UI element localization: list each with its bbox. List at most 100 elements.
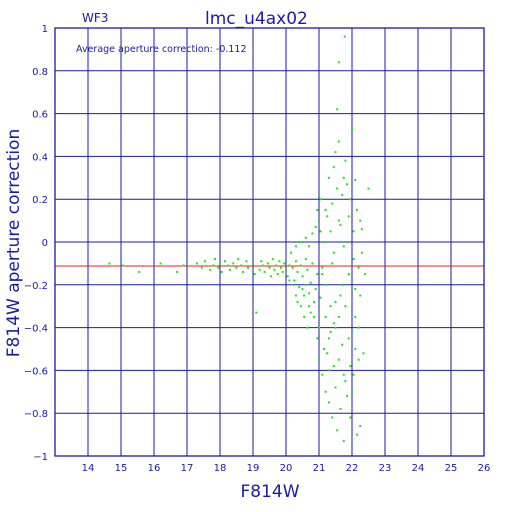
data-point — [321, 273, 324, 276]
data-point — [331, 202, 334, 205]
data-point — [281, 270, 284, 273]
x-tick-label: 19 — [247, 463, 260, 474]
data-point — [334, 386, 337, 389]
data-point — [280, 266, 283, 269]
data-point — [357, 358, 360, 361]
data-point — [329, 330, 332, 333]
y-tick-label: 0.2 — [32, 195, 48, 206]
data-point — [253, 273, 256, 276]
data-point — [319, 198, 322, 201]
data-point — [360, 251, 363, 254]
data-point — [227, 264, 230, 267]
data-point — [273, 268, 276, 271]
data-point — [347, 215, 350, 218]
x-tick-label: 23 — [379, 463, 392, 474]
data-point — [121, 264, 124, 267]
data-point — [341, 343, 344, 346]
data-point — [332, 251, 335, 254]
data-point — [298, 285, 301, 288]
data-point — [360, 228, 363, 231]
data-point — [240, 264, 243, 267]
data-point — [352, 230, 355, 233]
data-point — [309, 311, 312, 314]
data-point — [321, 373, 324, 376]
data-point — [308, 305, 311, 308]
data-point — [159, 262, 162, 265]
data-point — [329, 230, 332, 233]
x-tick-label: 15 — [115, 463, 128, 474]
data-point — [336, 108, 339, 111]
data-point — [235, 266, 238, 269]
data-point — [341, 283, 344, 286]
data-point — [318, 358, 320, 361]
y-tick-label: 0.8 — [32, 67, 48, 78]
data-point — [200, 266, 203, 269]
data-point — [228, 268, 231, 271]
x-axis-label: F814W — [240, 482, 299, 502]
average-annotation: Average aperture correction: -0.112 — [76, 44, 247, 55]
y-axis-label: F814W aperture correction — [4, 129, 24, 357]
data-point — [306, 326, 309, 329]
y-tick-label: −0.8 — [24, 409, 48, 420]
data-point — [311, 232, 314, 235]
data-point — [266, 262, 269, 265]
data-point — [286, 275, 289, 278]
data-point — [283, 262, 286, 265]
data-point — [339, 407, 342, 410]
y-tick-label: −0.6 — [24, 366, 48, 377]
data-point — [339, 294, 342, 297]
data-point — [316, 337, 319, 340]
data-point — [339, 223, 342, 226]
data-point — [304, 283, 307, 286]
data-point — [255, 311, 258, 314]
data-point — [299, 264, 302, 267]
data-point — [278, 260, 281, 263]
data-point — [351, 127, 353, 130]
data-point — [108, 262, 111, 265]
x-tick-label: 14 — [82, 463, 95, 474]
data-point — [316, 208, 319, 211]
data-point — [337, 358, 340, 361]
data-point — [291, 266, 294, 269]
data-point — [232, 262, 235, 265]
data-point — [237, 258, 240, 261]
data-point — [359, 425, 362, 428]
data-point — [327, 369, 330, 372]
data-point — [296, 300, 299, 303]
x-tick-label: 16 — [148, 463, 161, 474]
y-tick-label: 0 — [42, 238, 48, 249]
data-point — [195, 262, 198, 265]
data-point — [327, 337, 330, 340]
data-point — [337, 61, 340, 64]
data-point — [324, 283, 327, 286]
grid — [55, 27, 485, 457]
x-tick-label: 24 — [412, 463, 425, 474]
data-point — [367, 187, 370, 190]
data-point — [220, 270, 223, 273]
data-point — [359, 294, 362, 297]
data-point — [276, 273, 279, 276]
data-point — [303, 294, 306, 297]
data-point — [327, 401, 330, 404]
data-point — [351, 330, 353, 333]
data-point — [337, 219, 340, 222]
data-point — [331, 416, 334, 419]
data-point — [346, 241, 349, 243]
data-point — [334, 300, 337, 303]
data-point — [270, 275, 273, 278]
data-point — [344, 159, 347, 162]
data-point — [219, 262, 221, 265]
data-point — [223, 260, 226, 263]
chart-title: lmc_u4ax02 — [205, 9, 308, 29]
data-point — [352, 373, 355, 376]
y-tick-label: −1 — [33, 452, 48, 463]
y-tick-labels: −1 −0.8 −0.6 −0.4 −0.2 0 0.2 0.4 0.6 0.8 1 — [24, 24, 48, 463]
data-point — [311, 262, 314, 265]
data-point — [308, 292, 311, 295]
data-point — [271, 258, 274, 261]
data-point — [332, 365, 335, 368]
data-point — [285, 268, 287, 271]
x-tick-label: 21 — [313, 463, 326, 474]
data-point — [321, 266, 324, 269]
